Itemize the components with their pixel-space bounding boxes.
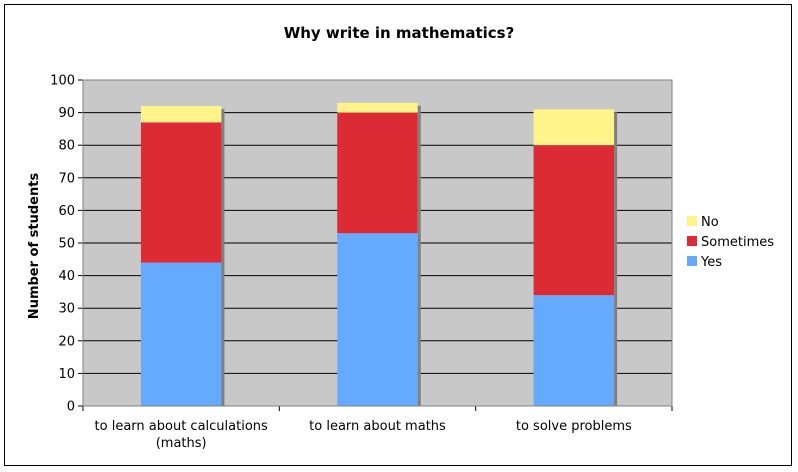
y-tick-label: 10 <box>58 367 75 382</box>
legend-label-sometimes: Sometimes <box>701 235 774 250</box>
bar-no-1 <box>337 102 418 113</box>
bar-sometimes-2 <box>533 145 615 296</box>
y-tick-label: 90 <box>58 106 75 121</box>
y-tick-label: 0 <box>67 400 75 415</box>
x-category-label-line: to solve problems <box>516 419 632 434</box>
legend-swatch-sometimes <box>687 236 697 246</box>
y-tick-label: 100 <box>50 74 75 89</box>
x-category-label: to solve problems <box>516 419 632 434</box>
bar-shadow <box>221 109 225 406</box>
x-category-label-line: (maths) <box>156 436 207 451</box>
y-tick-label: 50 <box>58 237 75 252</box>
legend-swatch-no <box>687 216 697 226</box>
bar-no-0 <box>140 106 222 123</box>
bar-sometimes-0 <box>140 122 222 263</box>
x-category-label: to learn about maths <box>309 419 446 434</box>
y-tick-label: 80 <box>58 139 75 154</box>
bar-no-2 <box>533 109 615 146</box>
y-axis-title: Number of students <box>27 173 42 320</box>
chart: Why write in mathematics? 0 10 20 30 40 50 60 7… <box>27 24 774 451</box>
x-category-label-line: to learn about maths <box>309 419 446 434</box>
y-tick-label: 30 <box>58 302 75 317</box>
bar-shadow <box>417 105 421 406</box>
legend: No Sometimes Yes <box>687 215 774 270</box>
chart-title: Why write in mathematics? <box>284 24 515 42</box>
legend-swatch-yes <box>687 256 697 266</box>
chart-frame: Why write in mathematics? 0 10 20 30 40 50 60 7… <box>4 4 792 466</box>
bar-shadow <box>614 112 618 406</box>
bar-sometimes-1 <box>337 112 418 234</box>
bar-yes-1 <box>337 233 418 406</box>
plot-border <box>82 79 673 407</box>
y-tick-label: 70 <box>58 171 75 186</box>
y-tick-label: 20 <box>58 334 75 349</box>
plot-area: 0 10 20 30 40 50 60 70 80 90 100 to learn about cal… <box>50 74 673 451</box>
y-tick-label: 60 <box>58 204 75 219</box>
y-tick-label: 40 <box>58 269 75 284</box>
bar-yes-2 <box>533 295 615 406</box>
legend-label-yes: Yes <box>700 255 722 270</box>
legend-label-no: No <box>701 215 719 230</box>
x-category-label-line: to learn about calculations <box>95 419 268 434</box>
x-category-label: to learn about calculations (maths) <box>95 419 268 451</box>
bar-yes-0 <box>140 262 222 406</box>
